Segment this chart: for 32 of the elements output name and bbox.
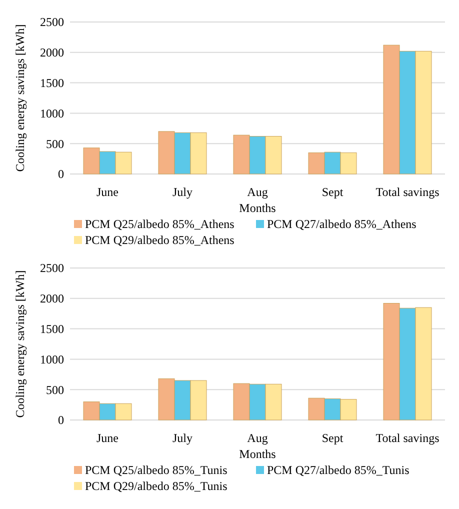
- y-tick-label: 1500: [40, 76, 64, 90]
- x-tick-label: Total savings: [376, 185, 440, 199]
- y-tick-label: 2500: [40, 15, 64, 30]
- x-tick-label: Total savings: [376, 431, 440, 445]
- x-axis-title: Months: [239, 201, 276, 215]
- legend-label: PCM Q29/albedo 85%_Athens: [85, 233, 235, 247]
- legend-label: PCM Q27/albedo 85%_Tunis: [267, 463, 410, 477]
- y-tick-label: 2500: [40, 261, 64, 276]
- y-tick-label: 2000: [40, 46, 64, 60]
- legend-label: PCM Q29/albedo 85%_Tunis: [85, 479, 228, 493]
- y-tick-label: 0: [58, 413, 64, 428]
- y-axis-title: Cooling energy savings [kWh]: [13, 270, 27, 418]
- legend-label: PCM Q25/albedo 85%_Tunis: [85, 463, 228, 477]
- y-tick-label: 1000: [40, 352, 64, 366]
- y-tick-label: 500: [46, 382, 64, 397]
- x-tick-label: July: [172, 185, 193, 199]
- x-axis-title: Months: [239, 447, 276, 461]
- x-tick-label: July: [172, 431, 193, 445]
- y-tick-label: 0: [58, 167, 64, 182]
- x-tick-label: Sept: [322, 185, 344, 199]
- x-tick-label: June: [96, 185, 118, 199]
- y-axis-title: Cooling energy savings [kWh]: [13, 24, 27, 172]
- y-tick-label: 1500: [40, 322, 64, 336]
- legend-label: PCM Q27/albedo 85%_Athens: [267, 217, 417, 231]
- x-tick-label: Aug: [247, 185, 268, 199]
- y-tick-label: 1000: [40, 106, 64, 120]
- x-tick-label: June: [96, 431, 118, 445]
- legend-label: PCM Q25/albedo 85%_Athens: [85, 217, 235, 231]
- x-tick-label: Aug: [247, 431, 268, 445]
- y-tick-label: 2000: [40, 292, 64, 306]
- y-tick-label: 500: [46, 136, 64, 151]
- x-tick-label: Sept: [322, 431, 344, 445]
